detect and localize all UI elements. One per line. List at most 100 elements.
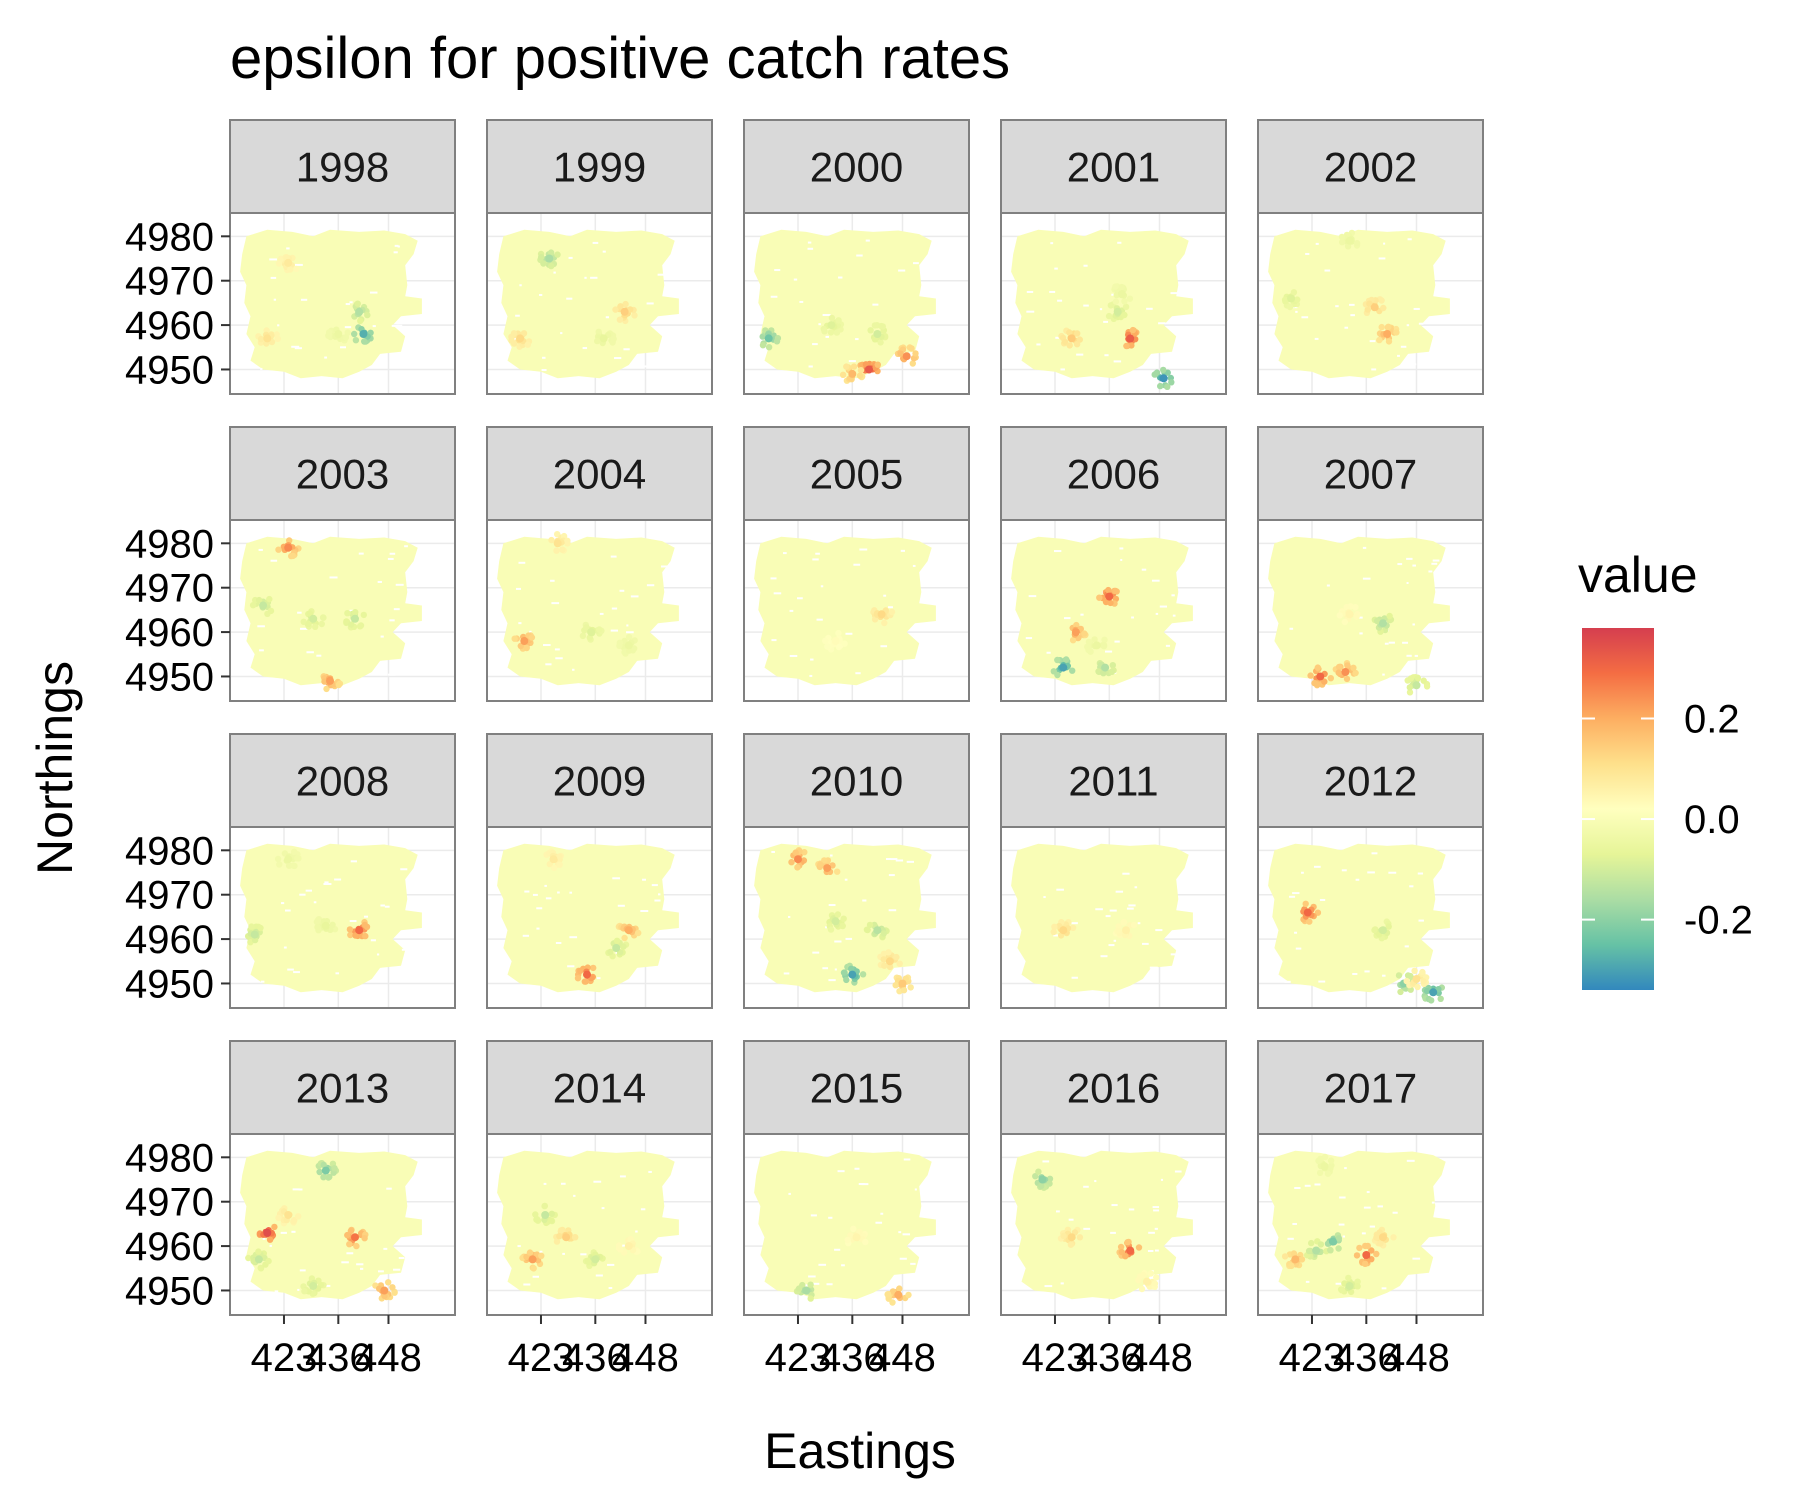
data-point: [1109, 662, 1117, 669]
data-point: [556, 853, 563, 860]
data-point: [1115, 927, 1122, 934]
domain-gap: [1350, 314, 1355, 317]
domain-gap: [273, 298, 277, 301]
data-point: [1386, 612, 1393, 620]
domain-gap: [1315, 242, 1319, 245]
data-point: [1411, 967, 1418, 974]
data-point: [583, 970, 591, 979]
domain-gap: [1301, 871, 1304, 874]
data-point: [511, 635, 518, 642]
domain-gap: [635, 1230, 638, 1233]
data-point: [562, 1233, 571, 1242]
survey-domain: [1011, 536, 1193, 686]
domain-gap: [358, 552, 364, 555]
data-point: [286, 537, 293, 544]
facet-panel-2012: 2012: [1257, 733, 1484, 1009]
domain-gap: [1134, 886, 1138, 889]
domain-gap: [1417, 872, 1424, 875]
domain-gap: [1284, 980, 1291, 983]
domain-gap: [899, 1257, 907, 1260]
data-point: [824, 643, 831, 650]
data-point: [1414, 983, 1421, 991]
x-tick-label: 423: [1022, 1336, 1089, 1380]
legend-break-label: 0.0: [1684, 798, 1740, 842]
data-point: [1076, 1234, 1084, 1241]
facet-strip: [743, 119, 970, 214]
domain-gap: [1105, 915, 1111, 918]
facet-panel-2002: 2002: [1257, 119, 1484, 395]
data-point: [1406, 689, 1414, 696]
data-point: [823, 864, 832, 873]
data-point: [912, 350, 919, 357]
data-point: [817, 861, 824, 868]
y-tick-label: 4960: [125, 1225, 214, 1269]
data-point: [1073, 621, 1080, 629]
data-point: [1069, 667, 1076, 674]
domain-gap: [861, 1183, 869, 1186]
data-point: [1429, 988, 1438, 997]
domain-gap: [1420, 967, 1426, 970]
domain-gap: [562, 1252, 565, 1255]
y-tick-label: 4950: [125, 1269, 214, 1313]
domain-gap: [1369, 340, 1376, 343]
x-tick-label: 448: [869, 1336, 936, 1380]
data-point: [1107, 599, 1114, 607]
domain-gap: [660, 565, 669, 568]
data-point: [764, 334, 773, 343]
domain-gap: [316, 654, 322, 657]
data-point: [321, 678, 328, 685]
domain-gap: [259, 649, 264, 652]
data-point: [346, 1241, 353, 1248]
domain-gap: [853, 563, 861, 566]
data-point: [1067, 334, 1076, 343]
domain-gap: [1046, 651, 1051, 654]
data-point: [1085, 638, 1093, 646]
domain-gap: [300, 298, 308, 301]
domain-gap: [1294, 1187, 1301, 1190]
panel-border: [743, 1133, 970, 1316]
domain-gap: [816, 618, 823, 621]
domain-gap: [260, 980, 265, 983]
data-point: [1379, 619, 1387, 628]
domain-gap: [888, 909, 897, 912]
facet-panel-2006: 2006: [1000, 426, 1227, 702]
data-point: [293, 265, 300, 273]
x-tick-label: 436: [562, 1336, 629, 1380]
data-point: [1153, 1274, 1160, 1281]
facet-strip: [1000, 426, 1227, 521]
data-point: [881, 619, 888, 627]
facet-strip-label: 2007: [1324, 451, 1417, 498]
domain-gap: [350, 860, 357, 863]
data-point: [1397, 988, 1404, 996]
domain-gap: [880, 1212, 884, 1215]
data-point: [892, 982, 899, 989]
data-point: [821, 328, 828, 335]
domain-gap: [1371, 852, 1378, 855]
domain-gap: [1115, 890, 1124, 893]
domain-gap: [383, 1247, 388, 1250]
data-point: [284, 258, 293, 267]
domain-gap: [1381, 1287, 1387, 1290]
domain-gap: [642, 878, 647, 881]
data-point: [524, 341, 531, 348]
domain-gap: [1128, 904, 1136, 907]
domain-gap: [883, 594, 887, 597]
data-point: [263, 334, 272, 343]
domain-gap: [774, 269, 781, 272]
data-point: [624, 1242, 633, 1251]
domain-gap: [551, 602, 560, 605]
domain-gap: [378, 1270, 384, 1273]
domain-gap: [345, 303, 350, 306]
data-point: [564, 537, 571, 544]
domain-gap: [1318, 980, 1326, 983]
data-point: [1067, 1233, 1076, 1242]
facet-strip-label: 2004: [553, 451, 646, 498]
domain-gap: [855, 338, 859, 341]
panel-border: [229, 826, 456, 1009]
data-point: [516, 334, 525, 343]
domain-gap: [283, 946, 287, 949]
data-point: [1288, 1262, 1295, 1270]
domain-gap: [1289, 895, 1296, 898]
domain-gap: [900, 549, 905, 552]
